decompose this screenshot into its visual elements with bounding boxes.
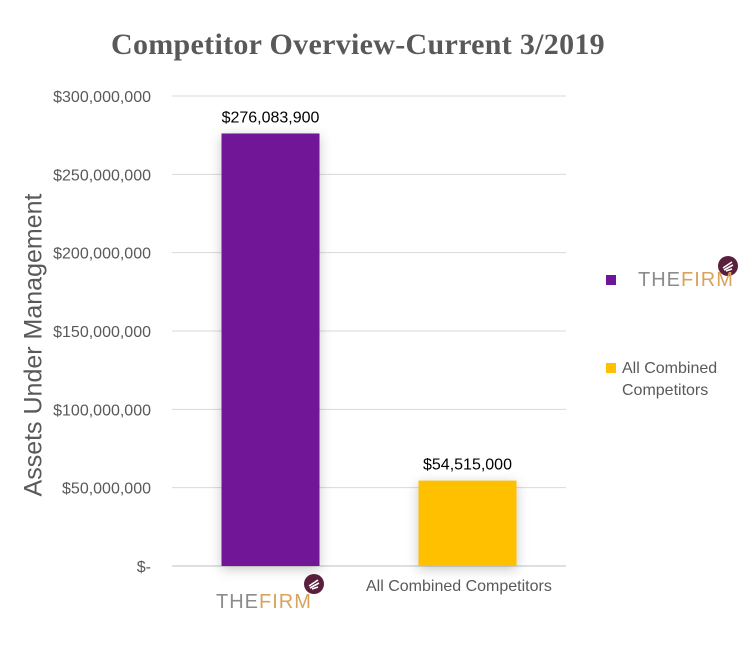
legend-logo-wordmark: THEFIRM (638, 269, 734, 292)
data-label: $276,083,900 (222, 109, 320, 126)
feather-circle-icon (718, 256, 738, 276)
legend-swatch-gold (606, 363, 616, 373)
legend-thefirm-logo: THEFIRM (622, 256, 742, 292)
feather-circle-icon (304, 574, 324, 594)
y-tick-label: $100,000,000 (53, 402, 151, 419)
x-tick-label-thefirm-logo: THEFIRM (216, 574, 326, 614)
legend-swatch-purple (606, 275, 616, 285)
data-label: $54,515,000 (423, 457, 512, 474)
y-tick-label: $- (137, 559, 151, 576)
data-labels: $276,083,900 $54,515,000 (222, 109, 513, 473)
legend-item-competitors: All Combined Competitors (606, 358, 752, 402)
logo-text-firm: FIRM (259, 591, 312, 613)
y-tick-label: $250,000,000 (53, 167, 151, 184)
chart-title: Competitor Overview-Current 3/2019 (111, 28, 605, 61)
y-tick-label: $300,000,000 (53, 89, 151, 106)
y-tick-label: $50,000,000 (62, 481, 151, 498)
y-tick-label: $150,000,000 (53, 324, 151, 341)
y-tick-labels: $- $50,000,000 $100,000,000 $150,000,000 $20… (53, 89, 151, 576)
y-tick-label: $200,000,000 (53, 246, 151, 263)
legend-logo-text-the: THE (638, 269, 681, 291)
legend-item-thefirm: THEFIRM (606, 256, 742, 292)
logo-wordmark: THEFIRM (216, 591, 312, 614)
bars (221, 133, 517, 566)
logo-text-the: THE (216, 591, 259, 613)
legend-logo-text-firm: FIRM (681, 269, 734, 291)
bar-thefirm (221, 133, 320, 566)
bar-competitors (418, 480, 517, 566)
x-tick-label-competitors: All Combined Competitors (366, 578, 552, 595)
legend-label-competitors: All Combined Competitors (622, 360, 718, 399)
